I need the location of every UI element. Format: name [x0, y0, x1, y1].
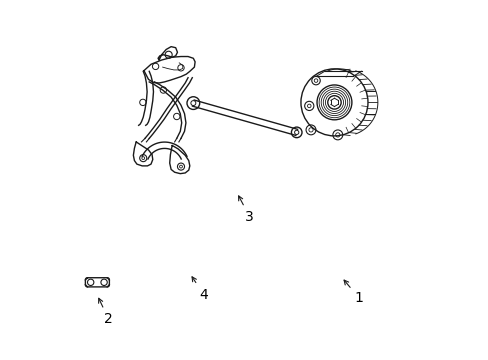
Text: 4: 4 [192, 277, 208, 302]
Text: 2: 2 [99, 298, 113, 327]
Text: 1: 1 [344, 280, 363, 305]
Text: 3: 3 [238, 196, 254, 224]
